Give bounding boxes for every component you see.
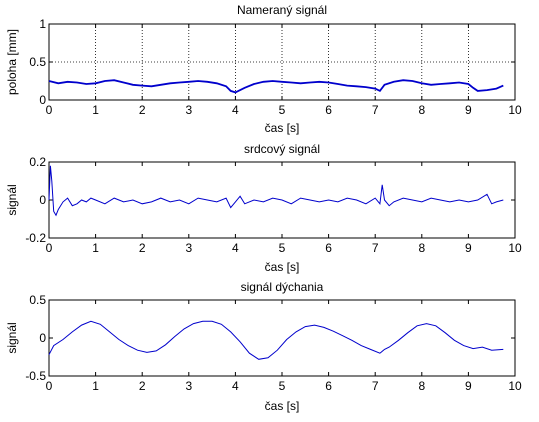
y-axis-label-measured: poloha [mm]	[5, 29, 19, 95]
x-tick-label: 4	[232, 241, 239, 255]
x-tick-label: 5	[279, 241, 286, 255]
series-line-cardiac	[48, 165, 504, 217]
panel-measured: 0 1 2 3 4 5 6 7 8 9 10 0 0.5 1 Nameraný signál čas [s…	[5, 3, 522, 135]
x-tick-label: 1	[92, 379, 99, 393]
axes-frame-breathing	[48, 299, 516, 377]
x-tick-label: 2	[139, 241, 146, 255]
panel-breathing: 0 1 2 3 4 5 6 7 8 9 10-0.500.5 signál dýchania čas…	[5, 280, 522, 413]
y-tick-label: 0	[39, 193, 46, 207]
y-tick-label: 0.5	[29, 293, 46, 307]
x-tick-label: 8	[418, 379, 425, 393]
ticks-breathing: 0 1 2 3 4 5 6 7 8 9 10-0.500.5	[25, 293, 522, 393]
x-tick-label: 7	[372, 379, 379, 393]
x-tick-label: 6	[325, 103, 332, 117]
x-tick-label: 10	[508, 103, 522, 117]
y-tick-label: 0	[39, 331, 46, 345]
y-tick-label: 0	[39, 93, 46, 107]
x-tick-label: 2	[139, 379, 146, 393]
x-tick-label: 3	[185, 103, 192, 117]
x-tick-label: 0	[46, 103, 53, 117]
series-line-breathing	[48, 320, 504, 360]
y-tick-label: -0.2	[25, 231, 46, 245]
y-axis-label-breathing: signál	[5, 322, 19, 353]
x-tick-label: 5	[279, 103, 286, 117]
x-tick-label: 3	[185, 379, 192, 393]
y-tick-label: -0.5	[25, 369, 46, 383]
x-tick-label: 9	[465, 103, 472, 117]
y-axis-label-cardiac: signál	[5, 184, 19, 215]
x-axis-label-measured: čas [s]	[265, 121, 300, 135]
x-tick-label: 10	[508, 241, 522, 255]
x-tick-label: 6	[325, 241, 332, 255]
x-tick-label: 3	[185, 241, 192, 255]
x-tick-label: 4	[232, 379, 239, 393]
chart-title-breathing: signál dýchania	[241, 280, 324, 294]
x-axis-label-cardiac: čas [s]	[265, 260, 300, 274]
x-tick-label: 5	[279, 379, 286, 393]
x-tick-label: 7	[372, 241, 379, 255]
chart-title-measured: Nameraný signál	[237, 3, 327, 17]
x-tick-label: 0	[46, 241, 53, 255]
y-tick-label: 0.5	[29, 55, 46, 69]
x-tick-label: 8	[418, 103, 425, 117]
ticks-measured: 0 1 2 3 4 5 6 7 8 9 10 0 0.5 1	[29, 17, 522, 117]
x-axis-label-breathing: čas [s]	[265, 399, 300, 413]
x-tick-label: 7	[372, 103, 379, 117]
ticks-cardiac: 0 1 2 3 4 5 6 7 8 9 10-0.200.2	[25, 155, 522, 255]
x-tick-label: 9	[465, 379, 472, 393]
x-tick-label: 2	[139, 103, 146, 117]
y-tick-label: 1	[39, 17, 46, 31]
y-tick-label: 0.2	[29, 155, 46, 169]
chart-title-cardiac: srdcový signál	[244, 142, 320, 156]
x-tick-label: 0	[46, 379, 53, 393]
x-tick-label: 10	[508, 379, 522, 393]
x-tick-label: 4	[232, 103, 239, 117]
series-line-measured	[48, 79, 504, 94]
x-tick-label: 6	[325, 379, 332, 393]
x-tick-label: 9	[465, 241, 472, 255]
panel-cardiac: 0 1 2 3 4 5 6 7 8 9 10-0.200.2 srdcový signál čas …	[5, 142, 522, 274]
x-tick-label: 1	[92, 103, 99, 117]
grid-measured	[49, 24, 515, 100]
x-tick-label: 8	[418, 241, 425, 255]
x-tick-label: 1	[92, 241, 99, 255]
